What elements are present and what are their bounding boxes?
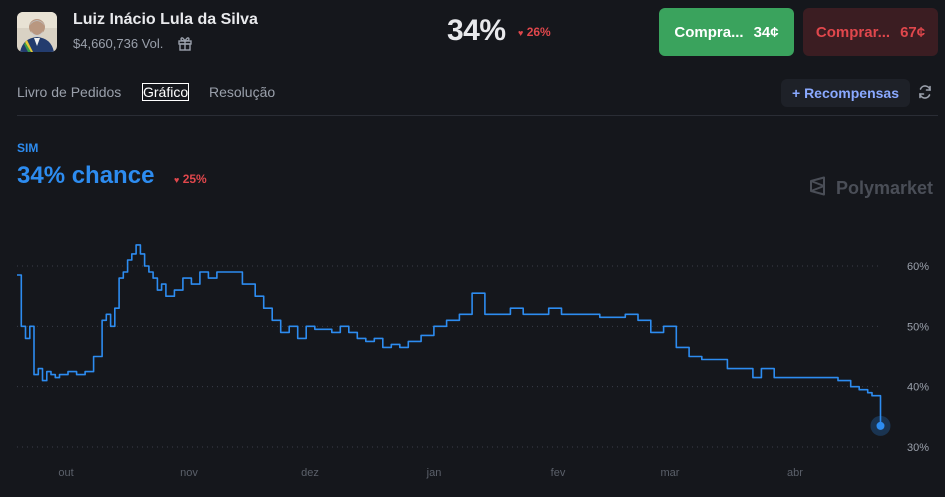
x-tick-label: fev [551, 467, 566, 479]
market-volume: $4,660,736 Vol. [73, 36, 164, 51]
current-price-percent: 34% [447, 14, 506, 47]
refresh-icon[interactable] [917, 84, 933, 100]
header-divider [17, 115, 938, 116]
rewards-button[interactable]: + Recompensas [781, 79, 910, 107]
buy-no-label: Comprar... [815, 23, 891, 41]
tab-order-book[interactable]: Livro de Pedidos [17, 84, 122, 100]
buy-no-price: 67¢ [900, 23, 926, 41]
down-triangle-icon: ♥ [174, 175, 180, 185]
market-header: Luiz Inácio Lula da Silva $4,660,736 Vol… [0, 0, 945, 70]
x-tick-label: out [58, 467, 73, 479]
buy-yes-price: 34¢ [753, 23, 779, 41]
chance-change-badge: ♥ 25% [174, 172, 207, 186]
y-tick-label: 50% [907, 321, 929, 333]
outcome-label: SIM [17, 141, 39, 155]
brand-name: Polymarket [836, 178, 934, 198]
current-point [876, 421, 885, 430]
x-tick-label: mar [661, 467, 680, 479]
y-tick-label: 40% [907, 382, 929, 394]
polymarket-logo-icon [808, 176, 828, 201]
x-tick-label: abr [787, 467, 803, 479]
tab-chart[interactable]: Gráfico [141, 83, 190, 101]
price-change-badge: ♥ 26% [518, 25, 551, 39]
buy-no-button[interactable]: Comprar... 67¢ [803, 8, 938, 56]
down-triangle-icon: ♥ [518, 28, 524, 38]
price-chart[interactable]: 30% 40% 50% 60% out nov dez jan fev mar abr [0, 200, 945, 497]
buy-yes-button[interactable]: Compra... 34¢ [659, 8, 794, 56]
y-tick-label: 30% [907, 442, 929, 454]
price-series-line [17, 244, 882, 426]
candidate-avatar [17, 12, 57, 52]
gift-icon[interactable] [177, 35, 193, 51]
x-tick-label: jan [426, 467, 442, 479]
x-tick-label: dez [301, 467, 319, 479]
market-title: Luiz Inácio Lula da Silva [73, 11, 258, 28]
y-tick-label: 60% [907, 261, 929, 273]
chance-value: 34% chance [17, 162, 155, 189]
tab-resolution[interactable]: Resolução [209, 84, 276, 100]
x-tick-label: nov [180, 467, 198, 479]
buy-yes-label: Compra... [674, 23, 744, 41]
polymarket-watermark: Polymarket [808, 176, 933, 201]
